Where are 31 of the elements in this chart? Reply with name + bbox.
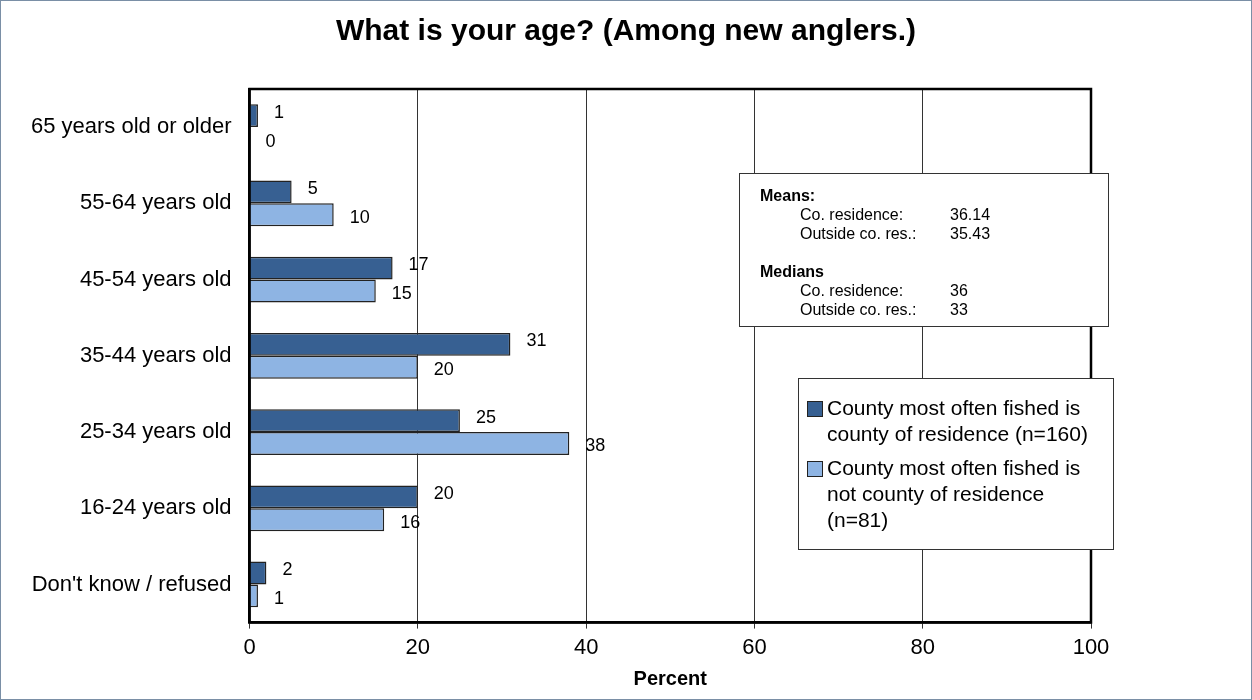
data-label: 25 [475,406,496,427]
chart-title: What is your age? (Among new anglers.) [334,13,918,47]
data-label: 31 [526,330,547,351]
x-tick-label: 60 [742,633,767,659]
data-label: 2 [282,559,293,580]
data-label: 1 [273,101,284,122]
data-label: 20 [433,482,454,503]
data-label: 0 [265,130,276,151]
data-label: 10 [349,206,370,227]
x-tick-label: 0 [243,633,256,659]
x-tick-label: 40 [573,633,599,659]
legend-label: County most often fished is not county of residence (n=81) [827,455,1082,533]
annotation: Means: [760,186,817,205]
y-tick-label: 25-34 years old [79,418,232,444]
y-tick-label: 35-44 years old [79,341,232,367]
y-tick-label: 16-24 years old [79,494,232,520]
legend-label: County most often fished is county of residence (n=160) [827,395,1089,447]
data-label: 15 [391,282,412,303]
x-axis-title: Percent [633,666,708,689]
y-tick-label: 45-54 years old [79,265,232,291]
y-tick-label: Don't know / refused [31,570,232,596]
data-label: 20 [433,359,454,380]
data-label: 1 [273,587,284,608]
y-tick-label: 65 years old or older [30,113,232,139]
y-tick-label: 55-64 years old [79,189,232,215]
x-tick-label: 100 [1072,633,1110,659]
note-box: Means: Co. residence: 36.14 Outside co. res.: 35.43 Medians Co. residence: 36 Outside co. res.: 33 [739,173,1109,327]
x-tick-label: 20 [405,633,431,659]
annotation: Medians [760,262,825,281]
data-label: 5 [307,177,318,198]
x-tick-label: 80 [910,633,935,659]
